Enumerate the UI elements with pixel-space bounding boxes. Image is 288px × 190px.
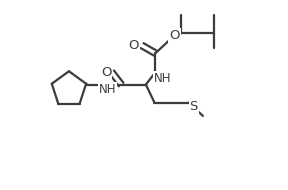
Text: O: O xyxy=(101,66,111,79)
Text: NH: NH xyxy=(99,83,116,96)
Text: O: O xyxy=(169,29,180,42)
Text: NH: NH xyxy=(154,72,172,85)
Text: S: S xyxy=(190,100,198,113)
Text: O: O xyxy=(128,40,139,52)
